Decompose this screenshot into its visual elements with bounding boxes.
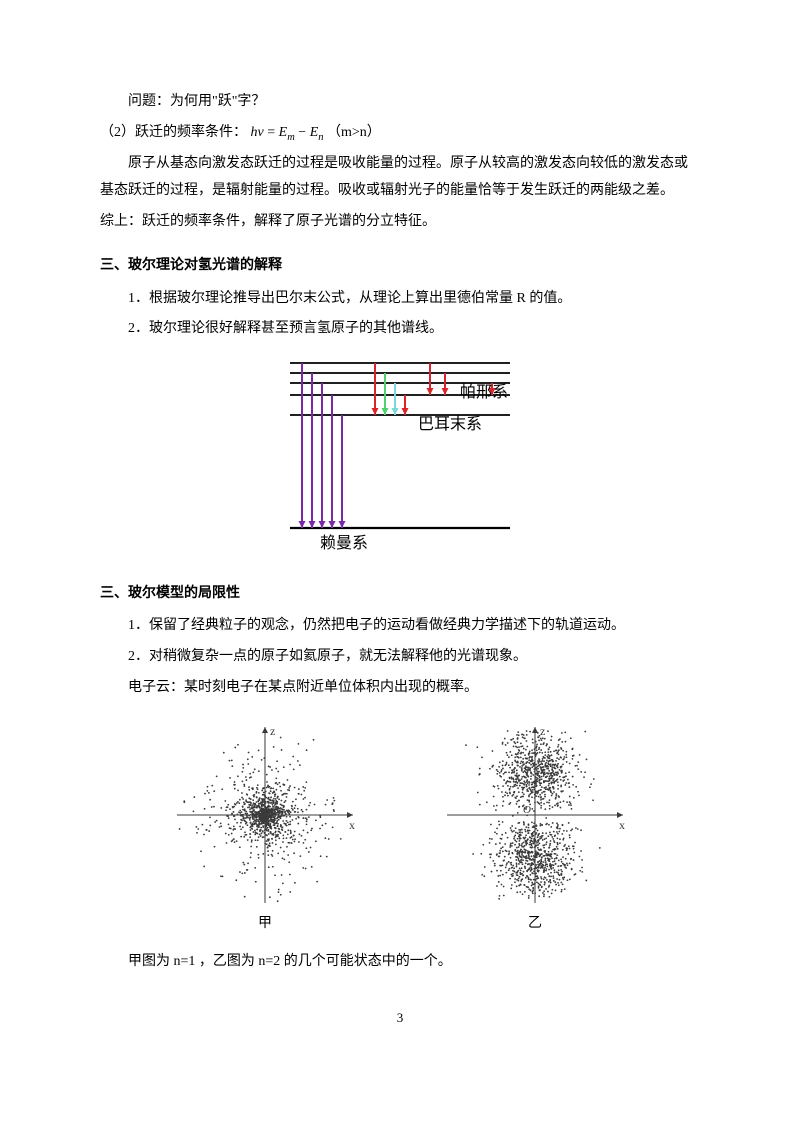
formula-hnu: hν = Em − En: [251, 125, 328, 140]
sec3-title: 三、玻尔理论对氢光谱的解释: [100, 253, 700, 280]
svg-text:x: x: [349, 818, 355, 832]
para-absorb: 原子从基态向激发态跃迁的过程是吸收能量的过程。原子从较高的激发态向较低的激发态或…: [100, 151, 700, 204]
item2-tail: （m>n）: [327, 125, 381, 140]
f-En: E: [310, 125, 319, 140]
question-yue: 问题：为何用"跃"字？: [100, 89, 700, 116]
caption-final: 甲图为 n=1 ，乙图为 n=2 的几个可能状态中的一个。: [100, 949, 700, 976]
freq-condition-line: （2）跃迁的频率条件： hν = Em − En （m>n）: [100, 120, 700, 148]
f-m: m: [287, 131, 295, 142]
svg-text:O: O: [523, 804, 531, 816]
item2-prefix: （2）跃迁的频率条件：: [100, 125, 247, 140]
energy-level-diagram: 帕邢系巴耳末系赖曼系: [100, 353, 700, 563]
page-number: 3: [100, 1006, 700, 1031]
svg-text:乙: 乙: [528, 915, 542, 931]
energy-level-svg: 帕邢系巴耳末系赖曼系: [260, 353, 540, 563]
svg-text:z: z: [270, 724, 275, 738]
f-Em: E: [279, 125, 288, 140]
cloud-jia-svg: z x 甲: [165, 715, 365, 935]
sec4-item1: 1．保留了经典粒子的观念，仍然把电子的运动看做经典力学描述下的轨道运动。: [100, 613, 700, 640]
sec4-item2: 2．对稍微复杂一点的原子如氦原子，就无法解释他的光谱现象。: [100, 644, 700, 671]
sec4-title: 三、玻尔模型的局限性: [100, 581, 700, 608]
svg-text:z: z: [540, 724, 545, 738]
cloud-yi-svg: z x O 乙: [435, 715, 635, 935]
f-eq: =: [264, 125, 279, 140]
sec3-item2: 2．玻尔理论很好解释甚至预言氢原子的其他谱线。: [100, 316, 700, 343]
electron-cloud-figures: z x 甲 z x O 乙: [100, 715, 700, 935]
para-summary: 综上：跃迁的频率条件，解释了原子光谱的分立特征。: [100, 209, 700, 236]
svg-text:赖曼系: 赖曼系: [320, 534, 368, 552]
sec4-cloud: 电子云：某时刻电子在某点附近单位体积内出现的概率。: [100, 675, 700, 702]
svg-text:帕邢系: 帕邢系: [460, 383, 508, 401]
svg-text:巴耳末系: 巴耳末系: [418, 415, 482, 433]
svg-text:x: x: [619, 818, 625, 832]
sec3-item1: 1．根据玻尔理论推导出巴尔末公式，从理论上算出里德伯常量 R 的值。: [100, 286, 700, 313]
f-n: n: [318, 131, 323, 142]
svg-text:甲: 甲: [258, 916, 272, 931]
f-lhs: hν: [251, 125, 264, 140]
f-minus: −: [295, 125, 310, 140]
